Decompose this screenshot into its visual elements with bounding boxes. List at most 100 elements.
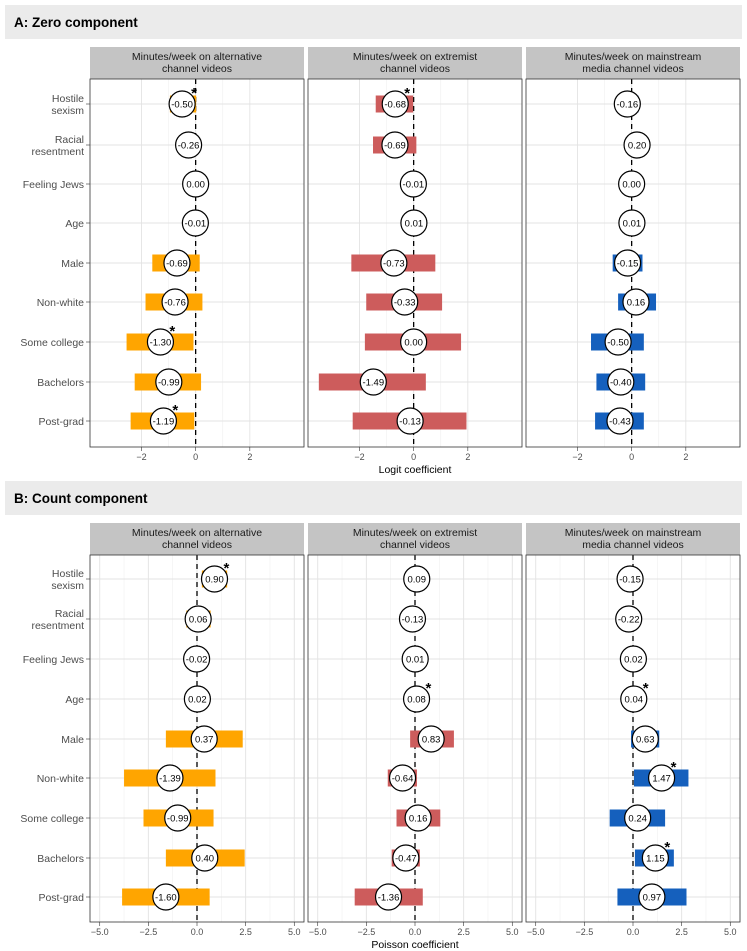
estimate-label: -0.22 bbox=[618, 615, 640, 626]
significance-star: * bbox=[191, 85, 197, 102]
facet-title: channel videos bbox=[380, 539, 450, 551]
estimate-point bbox=[396, 407, 424, 435]
estimate-point bbox=[388, 764, 417, 792]
facet-title: Minutes/week on alternative bbox=[132, 51, 262, 63]
section-banner bbox=[5, 481, 742, 515]
estimate-label: 0.09 bbox=[408, 575, 427, 586]
estimate-label: -0.73 bbox=[383, 259, 405, 270]
estimate-point bbox=[146, 328, 175, 356]
estimate-point bbox=[168, 90, 196, 118]
estimate-label: 0.04 bbox=[625, 695, 644, 706]
estimate-point bbox=[619, 645, 647, 673]
estimate-label: 0.37 bbox=[195, 735, 214, 746]
x-tick-label: −2.5 bbox=[575, 927, 593, 937]
estimate-label: 0.01 bbox=[405, 219, 424, 230]
estimate-label: -0.99 bbox=[158, 378, 180, 389]
estimate-label: -1.30 bbox=[150, 338, 172, 349]
estimate-label: -0.15 bbox=[619, 575, 641, 586]
estimate-point bbox=[402, 685, 431, 713]
x-tick-label: 5.0 bbox=[724, 927, 737, 937]
estimate-label: -0.40 bbox=[610, 378, 632, 389]
estimate-point bbox=[175, 131, 203, 159]
estimate-label: -0.68 bbox=[384, 100, 406, 111]
y-tick-label: Some college bbox=[20, 337, 84, 349]
facet-title: channel videos bbox=[380, 63, 450, 75]
estimate-label: -0.16 bbox=[616, 100, 638, 111]
estimate-label: -0.02 bbox=[186, 655, 208, 666]
y-tick-label: Bachelors bbox=[37, 853, 84, 865]
estimate-label: -1.39 bbox=[159, 774, 181, 785]
x-tick-label: −5.0 bbox=[527, 927, 545, 937]
estimate-label: -0.64 bbox=[392, 774, 414, 785]
x-tick-label: 0.0 bbox=[409, 927, 422, 937]
svg-text:sexism: sexism bbox=[51, 580, 84, 592]
svg-text:Hostile: Hostile bbox=[52, 93, 84, 105]
estimate-label: -1.36 bbox=[378, 893, 400, 904]
estimate-label: 0.20 bbox=[628, 141, 647, 152]
section-title: A: Zero component bbox=[14, 15, 138, 30]
svg-text:Feeling Jews: Feeling Jews bbox=[23, 654, 84, 666]
facet-title: Minutes/week on alternative bbox=[132, 527, 262, 539]
estimate-point bbox=[164, 804, 192, 832]
estimate-label: 1.47 bbox=[652, 774, 671, 785]
facet-title: channel videos bbox=[162, 539, 232, 551]
x-tick-label: 2.5 bbox=[457, 927, 470, 937]
significance-star: * bbox=[664, 839, 670, 856]
estimate-label: 0.83 bbox=[422, 735, 441, 746]
facet-title: Minutes/week on mainstream bbox=[565, 527, 702, 539]
estimate-label: 0.02 bbox=[624, 655, 643, 666]
estimate-label: 0.16 bbox=[409, 814, 428, 825]
y-tick-label: Male bbox=[61, 258, 84, 270]
estimate-label: -0.15 bbox=[617, 259, 639, 270]
estimate-point bbox=[149, 407, 178, 435]
svg-text:Racial: Racial bbox=[55, 608, 84, 620]
svg-text:Post-grad: Post-grad bbox=[38, 416, 84, 428]
svg-text:Hostile: Hostile bbox=[52, 568, 84, 580]
estimate-point bbox=[156, 764, 184, 792]
estimate-label: -0.50 bbox=[607, 338, 629, 349]
estimate-point bbox=[404, 804, 432, 832]
estimate-label: -0.13 bbox=[399, 417, 421, 428]
estimate-point bbox=[399, 170, 427, 198]
estimate-point bbox=[392, 844, 420, 872]
estimate-label: 0.24 bbox=[628, 814, 647, 825]
estimate-point bbox=[359, 368, 387, 396]
significance-star: * bbox=[671, 759, 677, 776]
estimate-point bbox=[613, 249, 642, 277]
estimate-label: -0.50 bbox=[171, 100, 193, 111]
svg-text:Non-white: Non-white bbox=[37, 297, 84, 309]
x-tick-label: −2 bbox=[136, 452, 146, 462]
estimate-point bbox=[623, 131, 651, 159]
y-tick-label: Feeling Jews bbox=[23, 654, 84, 666]
estimate-label: -0.26 bbox=[178, 141, 200, 152]
y-tick-label: Age bbox=[65, 218, 84, 230]
estimate-point bbox=[403, 565, 431, 593]
svg-text:Bachelors: Bachelors bbox=[37, 853, 84, 865]
x-axis-title: Poisson coefficient bbox=[371, 939, 458, 951]
estimate-point bbox=[638, 883, 666, 911]
facet-strip bbox=[308, 523, 522, 555]
estimate-point bbox=[613, 90, 641, 118]
estimate-label: 0.16 bbox=[627, 298, 646, 309]
facet-strip bbox=[90, 47, 304, 79]
facet-strip bbox=[308, 47, 522, 79]
y-tick-label: Age bbox=[65, 694, 84, 706]
facet-strip bbox=[526, 523, 740, 555]
significance-star: * bbox=[426, 680, 432, 697]
facet-strip bbox=[90, 523, 304, 555]
svg-text:resentment: resentment bbox=[31, 146, 84, 158]
y-tick-label: Post-grad bbox=[38, 892, 84, 904]
estimate-label: -0.33 bbox=[394, 298, 416, 309]
estimate-label: 0.01 bbox=[406, 655, 425, 666]
estimate-point bbox=[400, 209, 428, 237]
x-tick-label: 5.0 bbox=[506, 927, 519, 937]
